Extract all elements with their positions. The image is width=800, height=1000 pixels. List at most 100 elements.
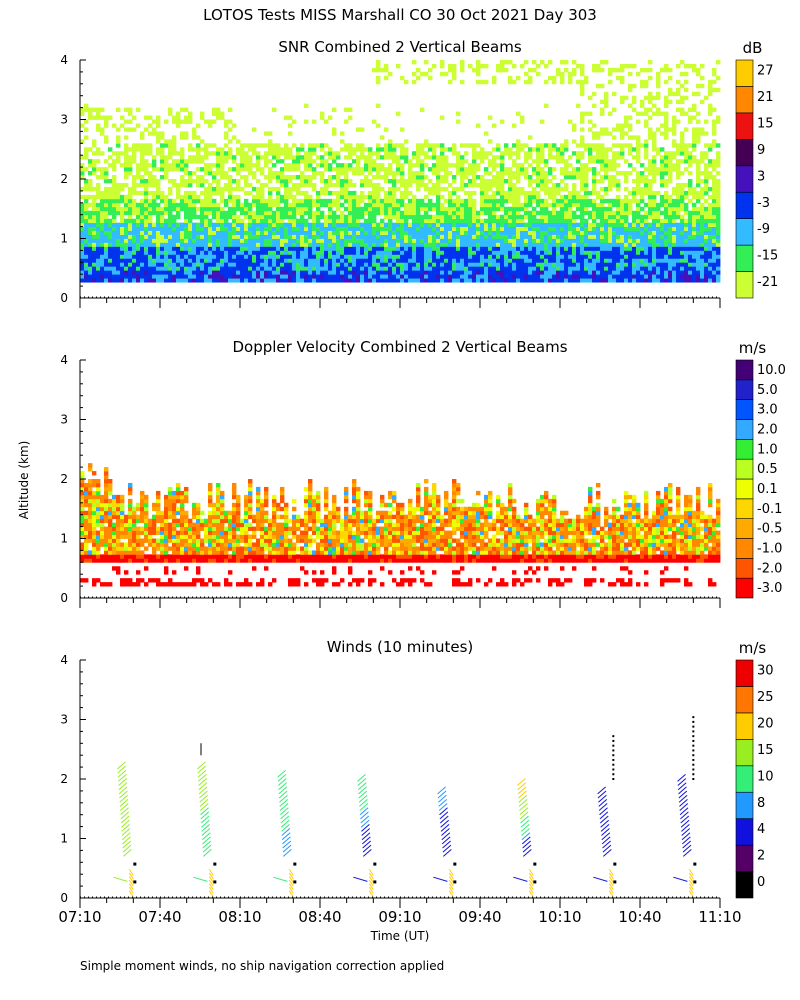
wind-barb: [202, 844, 212, 853]
wind-barb: [208, 872, 214, 880]
wind-barb: [121, 819, 130, 828]
wind-barb: [448, 876, 454, 883]
wind-barb: [288, 872, 294, 880]
colorbar-swatch: [735, 558, 754, 579]
wind-barb: [277, 778, 287, 786]
wind-barb: [280, 819, 290, 828]
wind-marker: [612, 739, 615, 742]
wind-barb: [120, 811, 130, 820]
colorbar-label: 5.0: [757, 383, 778, 398]
colorbar-label: 27: [757, 64, 774, 79]
wind-barb: [288, 879, 294, 887]
wind-barb: [201, 828, 211, 836]
wind-barb: [198, 786, 208, 795]
colorbar-label: 2.0: [757, 422, 778, 437]
wind-barb: [199, 798, 209, 807]
wind-barb: [357, 774, 366, 782]
panel-title: Winds (10 minutes): [327, 638, 474, 656]
colorbar-label: 0.5: [757, 462, 778, 477]
wind-barb: [197, 765, 207, 774]
y-tick-label: 0: [60, 891, 68, 905]
colorbar-swatch: [735, 112, 754, 140]
wind-barb: [448, 883, 454, 890]
colorbar-swatch: [735, 165, 754, 193]
wind-barb: [679, 798, 688, 807]
wind-profile: [433, 786, 457, 898]
wind-barb: [359, 803, 369, 811]
wind-barb: [122, 844, 132, 853]
wind-barb: [280, 815, 290, 824]
wind-barb: [200, 815, 210, 824]
wind-marker: [533, 880, 537, 884]
wind-marker: [692, 754, 695, 757]
wind-barb: [520, 815, 529, 824]
wind-barb: [521, 836, 531, 845]
y-tick-label: 3: [60, 413, 68, 427]
wind-barb: [368, 869, 374, 876]
x-tick-label: 07:10: [58, 908, 101, 926]
wind-barb: [358, 790, 368, 799]
wind-barb: [273, 876, 288, 882]
wind-marker: [692, 758, 695, 761]
wind-barb: [600, 819, 609, 828]
colorbar-swatch: [735, 86, 754, 114]
colorbar-label: 3.0: [757, 403, 778, 418]
y-tick-label: 4: [60, 353, 68, 367]
wind-marker: [613, 862, 617, 866]
x-tick-label: 07:40: [138, 908, 181, 926]
panel-title: Doppler Velocity Combined 2 Vertical Bea…: [232, 338, 567, 356]
wind-barb: [598, 798, 608, 807]
wind-barb: [117, 769, 127, 778]
wind-barb: [118, 782, 128, 791]
wind-barb: [128, 872, 134, 880]
wind-barb: [443, 848, 452, 857]
wind-barb: [688, 869, 694, 876]
wind-barb: [368, 883, 374, 890]
wind-barb: [288, 890, 294, 898]
wind-barb: [121, 828, 131, 836]
wind-barb: [440, 823, 450, 832]
wind-barb: [528, 876, 534, 883]
wind-barb: [208, 876, 214, 883]
wind-barb: [688, 872, 694, 880]
wind-barb: [117, 765, 127, 774]
figure-title: LOTOS Tests MISS Marshall CO 30 Oct 2021…: [203, 6, 597, 24]
wind-barb: [593, 876, 608, 882]
colorbar-label: 20: [757, 716, 774, 731]
wind-barb: [598, 803, 608, 811]
wind-barb: [278, 786, 288, 795]
colorbar-label: 25: [757, 690, 774, 705]
wind-barb: [677, 778, 687, 786]
colorbar-label: -3.0: [757, 581, 782, 596]
wind-barb: [608, 879, 614, 887]
wind-marker: [453, 862, 457, 866]
wind-barb: [602, 844, 612, 853]
colorbar-swatch: [735, 498, 754, 519]
wind-barb: [517, 786, 527, 795]
wind-barb: [118, 786, 128, 795]
wind-barb: [438, 803, 448, 811]
wind-barb: [199, 803, 209, 811]
wind-barb: [121, 832, 131, 841]
wind-barb: [197, 769, 207, 778]
wind-barb: [519, 807, 529, 816]
wind-barb: [448, 869, 454, 876]
y-tick-label: 2: [60, 472, 68, 486]
colorbar-label: -2.0: [757, 561, 782, 576]
wind-barb: [368, 879, 374, 887]
wind-barb: [281, 828, 291, 836]
panel-title: SNR Combined 2 Vertical Beams: [278, 38, 521, 56]
colorbar-swatch: [735, 518, 754, 539]
wind-barb: [517, 778, 526, 786]
wind-barb: [688, 886, 694, 894]
wind-barb: [678, 786, 687, 795]
colorbar-swatch: [735, 379, 754, 400]
wind-marker: [133, 880, 137, 884]
wind-barb: [288, 883, 294, 890]
wind-barb: [521, 828, 530, 836]
wind-barb: [359, 807, 369, 816]
wind-barb: [198, 782, 208, 791]
wind-marker: [612, 763, 615, 766]
wind-barb: [199, 794, 209, 803]
